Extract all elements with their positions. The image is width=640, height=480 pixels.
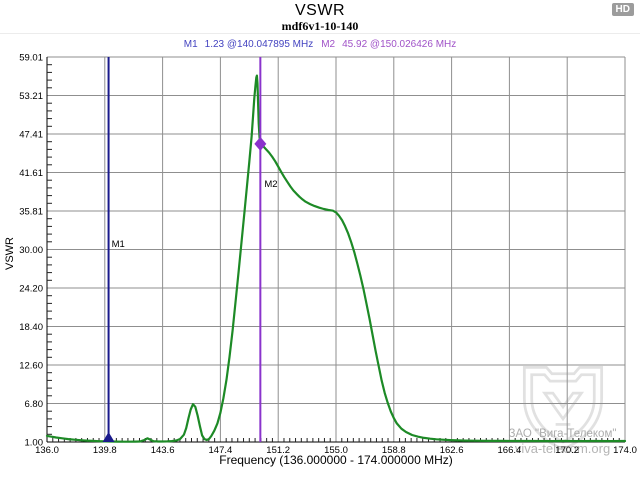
marker2-readout-value: 45.92 @150.026426 MHz xyxy=(342,39,457,50)
svg-text:174.0: 174.0 xyxy=(613,445,637,456)
grid-layer xyxy=(46,56,626,443)
minor-ticks xyxy=(47,64,620,442)
shield-logo-icon xyxy=(522,365,604,451)
chart-title: VSWR xyxy=(295,2,345,19)
header-separator xyxy=(0,33,640,34)
svg-text:24.20: 24.20 xyxy=(19,284,43,295)
marker2-readout-label: M2 xyxy=(321,39,336,50)
svg-text:1.00: 1.00 xyxy=(25,438,44,449)
marker1-readout-label: M1 xyxy=(183,39,198,50)
svg-text:155.0: 155.0 xyxy=(324,445,348,456)
x-axis-label: Frequency (136.000000 - 174.000000 MHz) xyxy=(219,453,453,467)
svg-text:12.60: 12.60 xyxy=(19,361,43,372)
marker2-handle-icon[interactable] xyxy=(254,136,267,151)
watermark-company: ЗАО "Вига-Телеком" xyxy=(508,428,617,440)
marker1-label: M1 xyxy=(112,239,125,250)
device-model-label: mdf6v1-10-140 xyxy=(281,19,359,33)
tick-labels: 59.01 53.21 47.41 41.61 35.81 30.00 24.20 18.40… xyxy=(19,53,637,457)
svg-text:59.01: 59.01 xyxy=(19,53,43,64)
vendor-watermark: ЗАО "Вига-Телеком" viva-telecom.org xyxy=(505,358,625,458)
marker1[interactable]: M1 xyxy=(102,57,125,442)
svg-text:53.21: 53.21 xyxy=(19,91,43,102)
svg-text:170.2: 170.2 xyxy=(555,445,579,456)
svg-text:158.8: 158.8 xyxy=(382,445,406,456)
svg-text:143.6: 143.6 xyxy=(151,445,175,456)
svg-text:139.8: 139.8 xyxy=(93,445,117,456)
svg-text:147.4: 147.4 xyxy=(209,445,233,456)
hd-badge: HD xyxy=(611,3,634,16)
svg-text:30.00: 30.00 xyxy=(19,245,43,256)
svg-text:166.4: 166.4 xyxy=(498,445,522,456)
marker-readout-bar: M1 1.23 @140.047895 MHz M2 45.92 @150.02642… xyxy=(0,39,640,50)
marker2-label: M2 xyxy=(264,179,277,190)
marker1-readout-value: 1.23 @140.047895 MHz xyxy=(204,39,314,50)
svg-text:35.81: 35.81 xyxy=(19,207,43,218)
svg-text:41.61: 41.61 xyxy=(19,168,43,179)
svg-text:47.41: 47.41 xyxy=(19,130,43,141)
svg-text:151.2: 151.2 xyxy=(266,445,290,456)
svg-text:162.6: 162.6 xyxy=(440,445,464,456)
svg-text:6.80: 6.80 xyxy=(25,399,44,410)
marker1-handle-icon[interactable] xyxy=(102,432,115,442)
svg-text:136.0: 136.0 xyxy=(35,445,59,456)
watermark-site: viva-telecom.org xyxy=(514,441,611,456)
svg-text:18.40: 18.40 xyxy=(19,322,43,333)
marker2[interactable]: M2 xyxy=(254,57,278,442)
